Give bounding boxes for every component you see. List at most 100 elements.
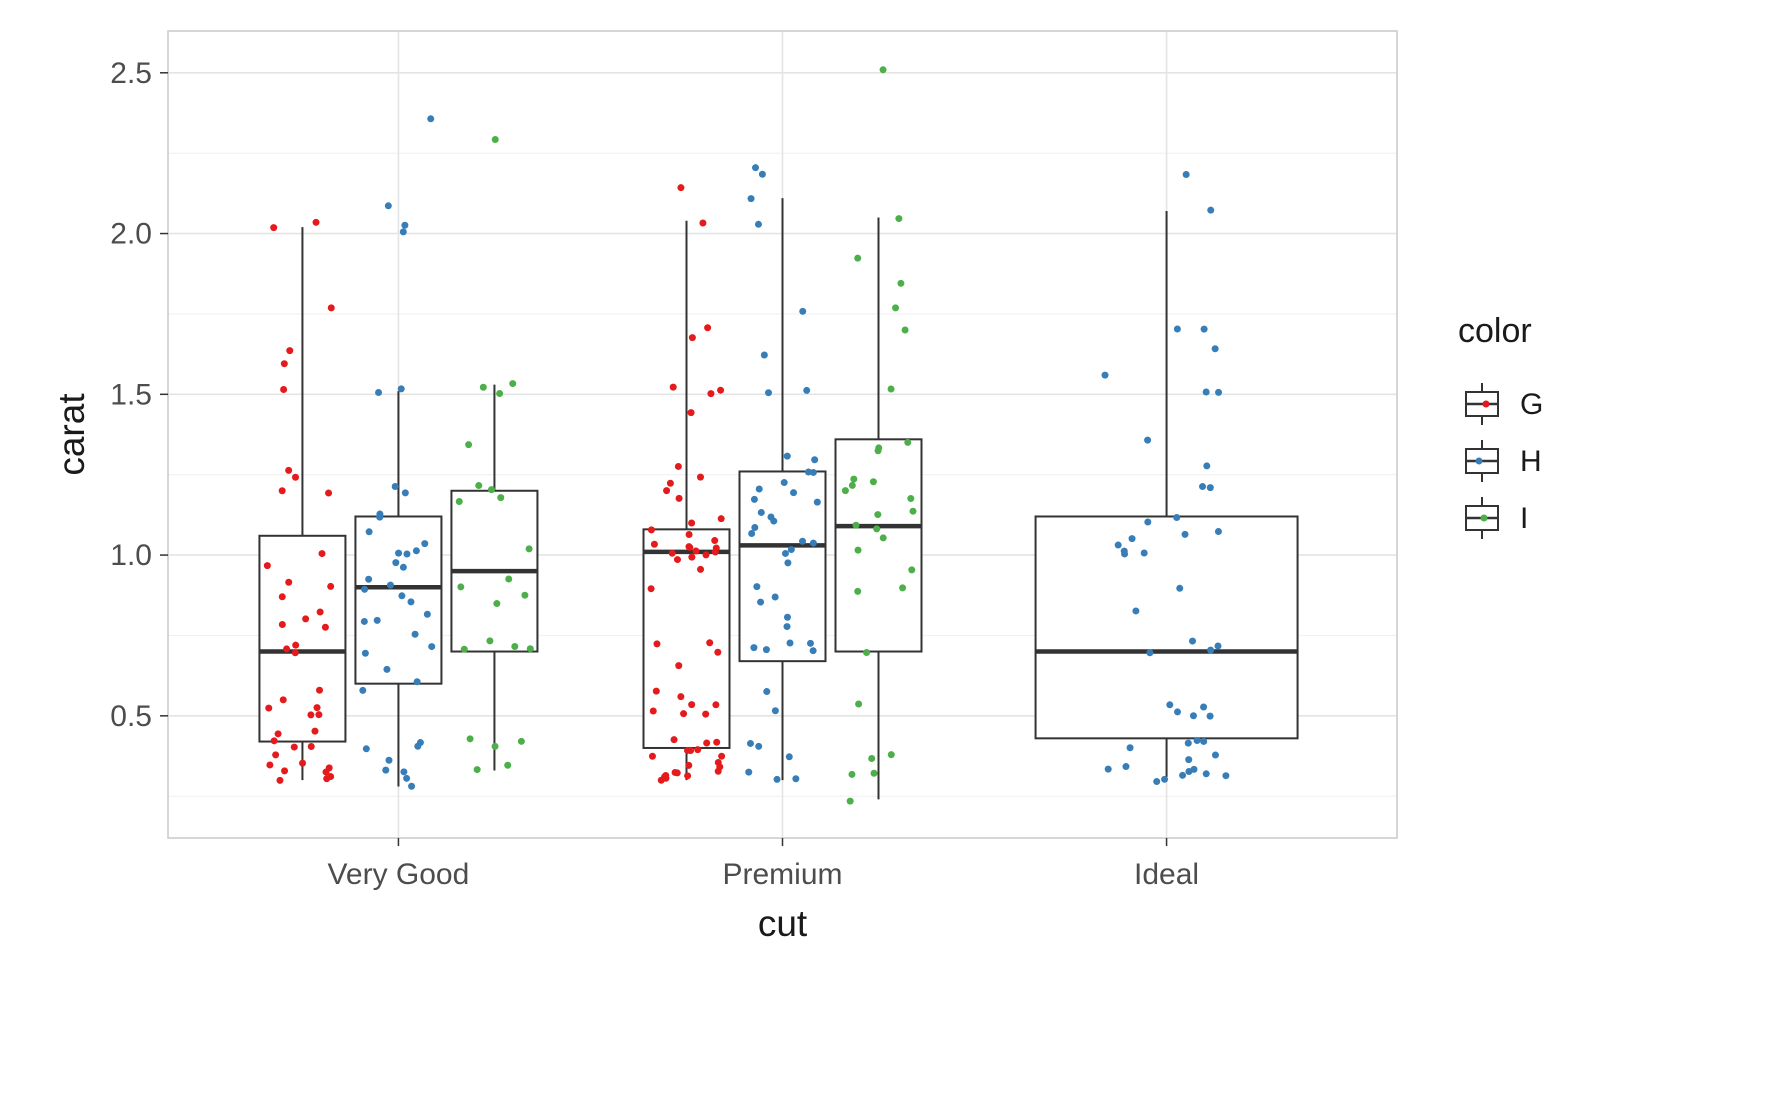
jitter-point [803, 386, 811, 394]
jitter-point [385, 756, 393, 764]
boxplot-layer [258, 198, 1299, 800]
jitter-point [1200, 703, 1208, 711]
jitter-point [688, 519, 696, 527]
jitter-point [713, 738, 721, 746]
jitter-point [307, 742, 315, 750]
jitter-point [874, 447, 882, 455]
jitter-point [869, 478, 877, 486]
jitter-point [1207, 646, 1215, 654]
jitter-point [706, 639, 714, 647]
box [1034, 515, 1299, 740]
jitter-point [870, 769, 878, 777]
jitter-point [754, 220, 762, 228]
jitter-point [1181, 530, 1189, 538]
legend-label: I [1520, 502, 1528, 535]
jitter-point [783, 613, 791, 621]
jitter-point [1101, 371, 1109, 379]
jitter-point [278, 621, 286, 629]
jitter-point [666, 479, 674, 487]
jitter-point [263, 562, 271, 570]
jitter-point [412, 547, 420, 555]
jitter-point [1206, 712, 1214, 720]
jitter-point [855, 700, 863, 708]
jitter-point [505, 575, 513, 583]
jitter-point [684, 772, 692, 780]
jitter-point [398, 592, 406, 600]
jitter-point [907, 495, 915, 503]
jitter-point [717, 515, 725, 523]
jitter-point [376, 513, 384, 521]
jitter-point [312, 218, 320, 226]
jitter-point [670, 736, 678, 744]
jitter-point [1173, 708, 1181, 716]
jitter-point [488, 486, 496, 494]
jitter-point [323, 775, 331, 783]
jitter-point [1144, 436, 1152, 444]
jitter-point [1126, 744, 1134, 752]
jitter-point [386, 581, 394, 589]
jitter-point [714, 767, 722, 775]
jitter-point [315, 711, 323, 719]
y-tick-label: 2.0 [110, 218, 152, 251]
jitter-point [668, 549, 676, 557]
jitter-point [784, 559, 792, 567]
jitter-point [359, 686, 367, 694]
jitter-point [904, 438, 912, 446]
jitter-point [392, 559, 400, 567]
jitter-point [497, 494, 505, 502]
jitter-point [465, 441, 473, 449]
jitter-point [427, 115, 435, 123]
jitter-point [281, 767, 289, 775]
jitter-point [428, 643, 436, 651]
jitter-point [1189, 637, 1197, 645]
jitter-point [692, 547, 700, 555]
jitter-point [714, 648, 722, 656]
jitter-point [757, 598, 765, 606]
jitter-point [718, 752, 726, 760]
jitter-point [318, 550, 326, 558]
jitter-point [1206, 484, 1214, 492]
jitter-point [908, 566, 916, 574]
jitter-point [707, 390, 715, 398]
jitter-point [757, 508, 765, 516]
jitter-point [285, 578, 293, 586]
jitter-point [327, 582, 335, 590]
jitter-point [662, 774, 670, 782]
jitter-point [286, 347, 294, 355]
jitter-point [270, 224, 278, 232]
legend-key [1465, 440, 1499, 482]
x-tick-label: Ideal [1134, 858, 1199, 891]
jitter-point [1166, 701, 1174, 709]
jitter-point [755, 742, 763, 750]
x-axis-title: cut [758, 903, 808, 944]
jitter-point [677, 184, 685, 192]
jitter-point [486, 637, 494, 645]
jitter-point [322, 768, 330, 776]
jitter-point [325, 489, 333, 497]
jitter-point [748, 530, 756, 538]
jitter-point [854, 254, 862, 262]
legend-label: G [1520, 388, 1543, 421]
jitter-point [841, 487, 849, 495]
jitter-point [375, 388, 383, 396]
jitter-point [292, 641, 300, 649]
box [258, 534, 347, 743]
jitter-point [1214, 642, 1222, 650]
jitter-point [1215, 388, 1223, 396]
jitter-point [299, 759, 307, 767]
jitter-point [1199, 483, 1207, 491]
jitter-point [1182, 171, 1190, 179]
jitter-point [669, 383, 677, 391]
boxplot-chart-svg: 0.5 1.0 1.5 2.0 2.5 Very Good Premium Ideal cut c… [51, 30, 1543, 944]
box [354, 515, 443, 685]
jitter-point [854, 587, 862, 595]
jitter-point [266, 761, 274, 769]
jitter-point [770, 517, 778, 525]
jitter-point [361, 585, 369, 593]
jitter-point [291, 473, 299, 481]
jitter-point [750, 644, 758, 652]
jitter-point [399, 228, 407, 236]
jitter-point [649, 707, 657, 715]
jitter-point [365, 528, 373, 536]
jitter-point [687, 409, 695, 417]
